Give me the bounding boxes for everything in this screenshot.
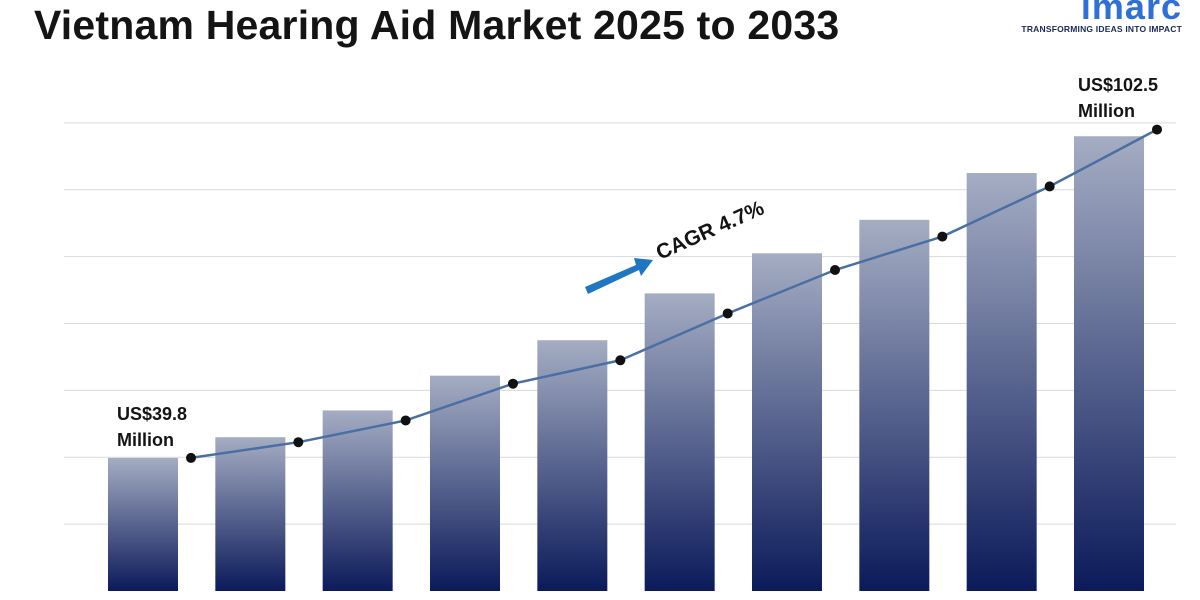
bar bbox=[537, 340, 608, 591]
bar bbox=[752, 253, 822, 591]
bar bbox=[430, 375, 500, 591]
cagr-arrow-icon bbox=[585, 258, 653, 294]
trend-point bbox=[508, 378, 518, 389]
bar bbox=[322, 410, 393, 591]
chart-title: Vietnam Hearing Aid Market 2025 to 2033 bbox=[34, 2, 840, 48]
imarc-logo: imarc TRANSFORMING IDEAS INTO IMPACT bbox=[1021, 0, 1190, 38]
trend-point bbox=[400, 415, 411, 426]
bar bbox=[1074, 136, 1144, 591]
trend-polyline bbox=[190, 128, 1158, 460]
trend-line bbox=[186, 124, 1162, 463]
start-value-label: US$39.8 bbox=[117, 404, 187, 424]
trend-point bbox=[186, 452, 196, 463]
logo-wordmark: imarc bbox=[1080, 0, 1182, 27]
start-unit-label: Million bbox=[117, 430, 174, 450]
trend-point bbox=[293, 437, 304, 448]
bars bbox=[108, 136, 1144, 591]
trend-point bbox=[1152, 124, 1162, 135]
bar bbox=[644, 293, 715, 591]
logo-tagline: TRANSFORMING IDEAS INTO IMPACT bbox=[1021, 24, 1182, 34]
bar bbox=[215, 437, 286, 591]
trend-point bbox=[722, 308, 733, 319]
trend-point bbox=[1044, 181, 1055, 192]
trend-point bbox=[615, 355, 626, 366]
end-value-label: US$102.5 bbox=[1078, 75, 1158, 95]
trend-point bbox=[937, 231, 948, 242]
trend-point bbox=[830, 265, 840, 275]
bar bbox=[859, 219, 930, 591]
bar bbox=[108, 457, 178, 591]
bar bbox=[966, 173, 1037, 591]
end-unit-label: Million bbox=[1078, 101, 1135, 121]
cagr-label: CAGR 4.7% bbox=[653, 196, 768, 264]
